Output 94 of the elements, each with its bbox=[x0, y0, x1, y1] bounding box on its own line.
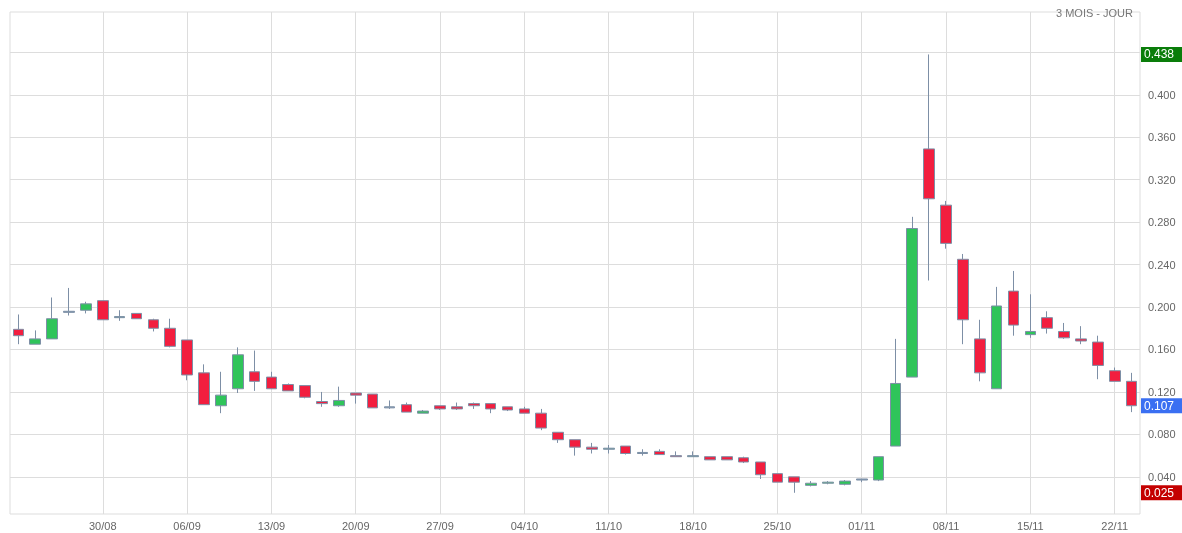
candlestick bbox=[114, 309, 125, 322]
candlestick bbox=[148, 318, 159, 332]
candlestick bbox=[215, 371, 227, 414]
x-tick-label: 20/09 bbox=[341, 519, 370, 532]
candlestick bbox=[1041, 310, 1053, 335]
candlestick bbox=[46, 296, 58, 340]
candlestick bbox=[940, 200, 952, 250]
x-tick-label: 11/10 bbox=[595, 519, 623, 532]
candlestick bbox=[181, 339, 193, 381]
candlestick bbox=[822, 480, 834, 485]
candlestick bbox=[1008, 270, 1019, 337]
candlestick bbox=[906, 216, 918, 378]
candlestick bbox=[721, 456, 733, 461]
x-tick-label: 27/09 bbox=[426, 519, 454, 532]
candlestick bbox=[519, 406, 530, 414]
candlestick bbox=[468, 402, 480, 410]
candlestick bbox=[788, 476, 800, 494]
candlestick bbox=[670, 450, 682, 458]
candlestick bbox=[367, 393, 378, 409]
candlestick bbox=[704, 456, 716, 461]
x-tick-label: 08/11 bbox=[932, 519, 960, 532]
x-tick-label: 13/09 bbox=[257, 519, 286, 532]
y-tick-label: 0.040 bbox=[1148, 470, 1176, 483]
candlestick bbox=[772, 473, 783, 483]
text: 0.438 bbox=[1144, 47, 1175, 62]
x-tick-label: 15/11 bbox=[1017, 519, 1044, 532]
candlestick bbox=[401, 402, 412, 413]
x-tick-label: 18/10 bbox=[679, 519, 707, 532]
candlestick bbox=[654, 448, 665, 456]
candlestick bbox=[991, 286, 1002, 390]
candlestick bbox=[502, 406, 513, 412]
candlestick bbox=[1126, 372, 1137, 413]
y-tick-label: 0.240 bbox=[1148, 258, 1176, 271]
y-tick-label: 0.160 bbox=[1148, 343, 1176, 356]
candlestick bbox=[856, 478, 868, 483]
candlestick bbox=[29, 329, 41, 345]
candlestick bbox=[266, 371, 277, 390]
candlestick bbox=[620, 445, 631, 456]
candlestick bbox=[249, 350, 260, 392]
candlestick bbox=[350, 392, 362, 405]
candlestick bbox=[333, 386, 345, 408]
candlestick bbox=[755, 461, 766, 480]
candlestick bbox=[316, 391, 328, 408]
chart-title: 3 MOIS - JOUR bbox=[1055, 6, 1134, 19]
candlestick bbox=[1109, 367, 1121, 382]
candlestick bbox=[637, 448, 648, 457]
candlestick bbox=[485, 403, 496, 414]
candlestick bbox=[451, 402, 463, 411]
candlestick bbox=[232, 346, 244, 394]
x-tick-label: 06/09 bbox=[173, 519, 201, 532]
candlestick bbox=[1075, 325, 1087, 345]
candlestick bbox=[1025, 293, 1036, 339]
x-tick-label: 25/10 bbox=[763, 519, 792, 532]
y-tick-label: 0.120 bbox=[1148, 385, 1176, 398]
text: 0.107 bbox=[1144, 398, 1175, 413]
y-tick-label: 0.280 bbox=[1148, 216, 1176, 229]
candlestick bbox=[687, 450, 699, 458]
y-tick-label: 0.200 bbox=[1148, 301, 1176, 314]
x-tick-label: 22/11 bbox=[1101, 519, 1129, 532]
candlestick bbox=[805, 480, 817, 487]
text: 0.025 bbox=[1144, 485, 1175, 500]
candlestick bbox=[80, 301, 92, 314]
candlestick bbox=[299, 385, 311, 399]
candlestick bbox=[131, 312, 142, 320]
candlestick bbox=[738, 456, 749, 464]
candlestick bbox=[890, 338, 901, 447]
candlestick bbox=[839, 479, 851, 486]
candlestick bbox=[384, 399, 395, 410]
candlestick bbox=[1058, 322, 1070, 340]
x-tick-label: 01/11 bbox=[848, 519, 876, 532]
candlestick bbox=[974, 319, 986, 382]
candlestick bbox=[417, 409, 429, 414]
candlestick bbox=[97, 300, 109, 321]
candlestick bbox=[586, 442, 598, 455]
candlestick bbox=[282, 382, 294, 392]
candlestick bbox=[535, 408, 547, 431]
x-tick-label: 30/08 bbox=[89, 519, 117, 532]
candlestick bbox=[569, 439, 581, 457]
candlestick bbox=[63, 287, 75, 317]
candlestick bbox=[198, 363, 210, 406]
candlestick bbox=[552, 431, 564, 444]
candlestick bbox=[164, 318, 176, 348]
y-tick-label: 0.400 bbox=[1148, 88, 1176, 101]
candlestick bbox=[434, 405, 446, 411]
y-tick-label: 0.360 bbox=[1148, 131, 1176, 144]
candlestick bbox=[873, 456, 884, 482]
x-tick-label: 04/10 bbox=[510, 519, 539, 532]
candlestick bbox=[957, 253, 969, 345]
y-tick-label: 0.320 bbox=[1148, 173, 1176, 186]
candlestick bbox=[603, 444, 615, 455]
candlestick bbox=[13, 313, 24, 345]
y-tick-label: 0.080 bbox=[1148, 428, 1176, 441]
candlestick bbox=[923, 53, 935, 282]
candlestick bbox=[1092, 335, 1104, 380]
